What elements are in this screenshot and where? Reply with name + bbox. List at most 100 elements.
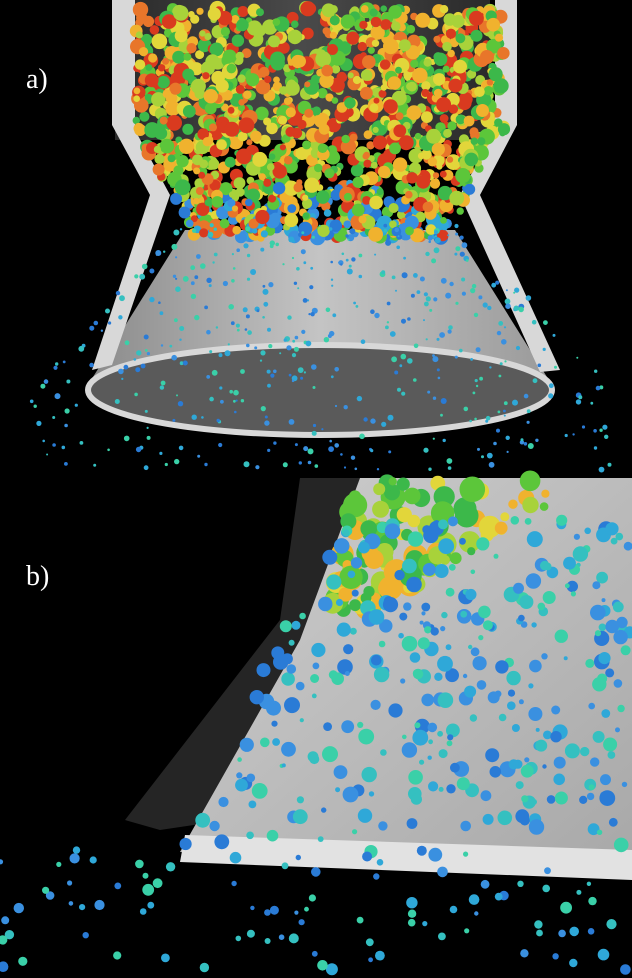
particle bbox=[428, 240, 431, 243]
particle bbox=[388, 76, 402, 90]
particle bbox=[134, 274, 138, 278]
particle bbox=[153, 164, 165, 176]
particle bbox=[452, 15, 465, 28]
particle bbox=[608, 751, 616, 759]
particle bbox=[399, 613, 407, 621]
particle bbox=[344, 405, 348, 409]
particle bbox=[480, 50, 494, 64]
particle bbox=[414, 344, 419, 349]
particle bbox=[260, 360, 262, 362]
particle bbox=[433, 36, 440, 43]
particle bbox=[475, 379, 478, 382]
particle bbox=[318, 597, 332, 611]
particle bbox=[378, 821, 387, 830]
particle bbox=[447, 734, 453, 740]
particle bbox=[423, 202, 434, 213]
particle bbox=[160, 139, 175, 154]
particle bbox=[40, 384, 45, 389]
particle bbox=[267, 830, 279, 842]
particle bbox=[321, 807, 326, 812]
particle bbox=[134, 123, 145, 134]
particle bbox=[346, 259, 349, 262]
particle bbox=[268, 344, 272, 348]
particle bbox=[359, 275, 363, 279]
particle bbox=[407, 358, 413, 364]
particle bbox=[391, 356, 397, 362]
particle bbox=[254, 346, 257, 349]
particle bbox=[144, 335, 149, 340]
particle bbox=[264, 909, 271, 916]
particle bbox=[214, 834, 229, 849]
particle bbox=[487, 453, 493, 459]
particle bbox=[437, 731, 443, 737]
particle bbox=[536, 728, 540, 732]
particle bbox=[415, 133, 421, 139]
particle bbox=[428, 235, 433, 240]
particle bbox=[204, 463, 207, 466]
particle bbox=[555, 792, 568, 805]
particle bbox=[394, 371, 398, 375]
particle bbox=[433, 52, 442, 61]
particle bbox=[134, 88, 141, 95]
particle bbox=[358, 542, 370, 554]
particle bbox=[524, 757, 529, 762]
particle bbox=[250, 131, 262, 143]
particle bbox=[281, 672, 295, 686]
particle bbox=[36, 421, 41, 426]
particle bbox=[182, 124, 193, 135]
particle bbox=[449, 104, 458, 113]
particle bbox=[449, 191, 464, 206]
particle bbox=[614, 838, 629, 853]
particle bbox=[399, 135, 414, 150]
particle bbox=[289, 374, 292, 377]
particle bbox=[388, 5, 402, 19]
particle bbox=[512, 724, 520, 732]
particle bbox=[483, 302, 488, 307]
particle bbox=[473, 656, 487, 670]
particle bbox=[602, 425, 607, 430]
particle bbox=[154, 127, 167, 140]
particle bbox=[245, 226, 250, 231]
particle bbox=[520, 949, 528, 957]
particle bbox=[384, 229, 388, 233]
particle bbox=[136, 447, 141, 452]
particle bbox=[223, 281, 228, 286]
particle bbox=[599, 624, 607, 632]
particle bbox=[197, 455, 200, 458]
particle bbox=[499, 375, 502, 378]
figure: a) b) bbox=[0, 0, 632, 978]
particle bbox=[304, 178, 319, 193]
particle bbox=[437, 338, 440, 341]
particle bbox=[134, 358, 137, 361]
particle bbox=[404, 488, 421, 505]
particle bbox=[587, 882, 591, 886]
particle bbox=[297, 287, 299, 289]
particle bbox=[357, 917, 364, 924]
particle bbox=[312, 694, 317, 699]
particle bbox=[381, 270, 385, 274]
particle bbox=[457, 207, 464, 214]
particle bbox=[118, 369, 124, 375]
particle bbox=[332, 313, 336, 317]
particle bbox=[159, 452, 162, 455]
particle bbox=[564, 656, 568, 660]
particle bbox=[247, 278, 250, 281]
particle bbox=[527, 421, 530, 424]
particle bbox=[56, 862, 61, 867]
particle bbox=[454, 253, 457, 256]
particle bbox=[374, 313, 379, 318]
particle bbox=[455, 233, 458, 236]
particle bbox=[285, 81, 300, 96]
particle bbox=[174, 318, 178, 322]
particle bbox=[314, 164, 322, 172]
particle bbox=[212, 196, 224, 208]
particle bbox=[495, 893, 503, 901]
particle bbox=[271, 721, 277, 727]
particle bbox=[348, 239, 350, 241]
particle bbox=[385, 523, 401, 539]
particle bbox=[424, 292, 428, 296]
particle bbox=[272, 738, 280, 746]
particle bbox=[219, 353, 223, 357]
particle bbox=[245, 199, 253, 207]
particle bbox=[184, 53, 192, 61]
